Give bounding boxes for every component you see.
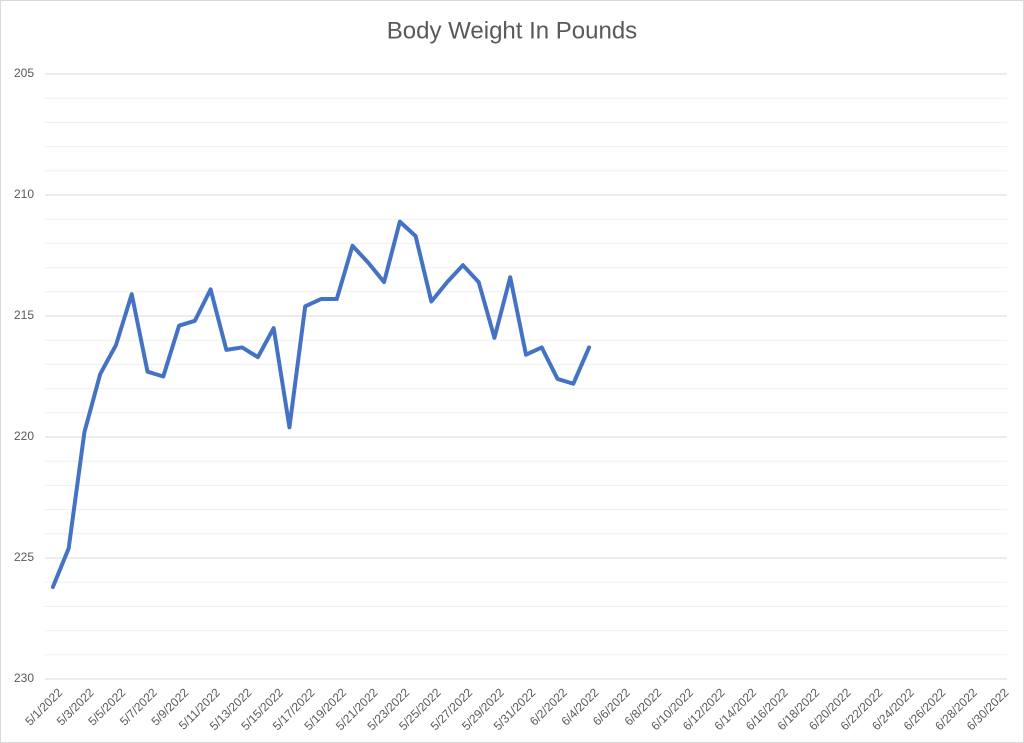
y-tick-label: 215 xyxy=(14,308,34,322)
y-tick-label: 205 xyxy=(14,66,34,80)
chart-title: Body Weight In Pounds xyxy=(387,17,637,44)
y-tick-label: 210 xyxy=(14,187,34,201)
y-tick-label: 225 xyxy=(14,550,34,564)
y-tick-label: 230 xyxy=(14,671,34,685)
y-tick-label: 220 xyxy=(14,429,34,443)
data-line xyxy=(50,219,592,590)
